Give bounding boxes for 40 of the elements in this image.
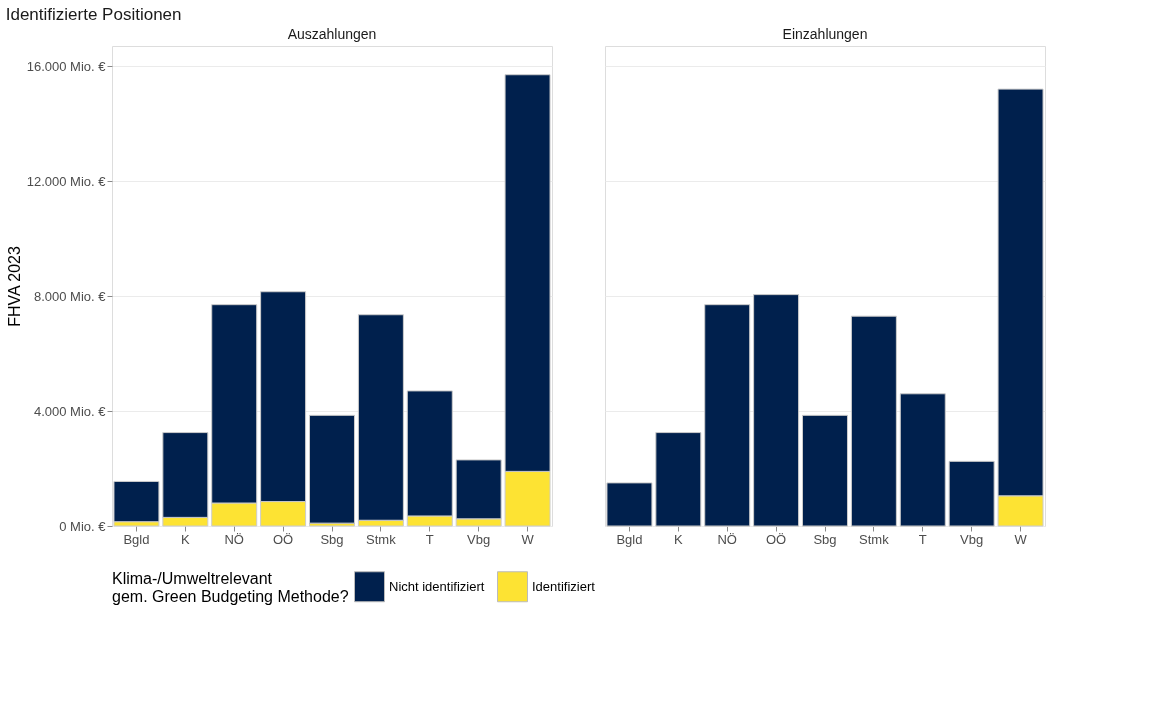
legend-label: Identifiziert: [532, 578, 596, 594]
x-tick-label: NÖ: [224, 531, 244, 547]
x-tick-label: Sbg: [320, 531, 344, 547]
x-tick-label: Sbg: [813, 531, 837, 547]
bar: [655, 432, 702, 527]
legend-title: Klima-/Umweltrelevant gem. Green Budgeting Methode?: [112, 570, 349, 605]
chart-subtitle: Auszahlungen: [287, 26, 377, 42]
x-tick-label: OÖ: [765, 531, 787, 547]
x-tick-label: Vbg: [467, 531, 491, 547]
y-axis-title: FHVA 2023: [5, 246, 23, 327]
bar: [802, 414, 848, 527]
y-tick-label: 8.000 Mio. €: [33, 288, 107, 304]
bar: [850, 315, 897, 527]
x-tick-label: K: [181, 531, 190, 547]
bar: [606, 482, 653, 527]
x-tick-label: NÖ: [717, 531, 737, 547]
y-tick-label: 4.000 Mio. €: [33, 403, 107, 419]
x-tick-label: Stmk: [366, 531, 397, 547]
x-tick-label: Stmk: [859, 531, 890, 547]
bar: [704, 304, 751, 527]
bar: [113, 480, 160, 523]
chart-subtitle: Einzahlungen: [782, 26, 868, 42]
x-tick-label: OÖ: [272, 531, 294, 547]
y-tick-label: 0 Mio. €: [59, 518, 107, 534]
y-tick-label: 16.000 Mio. €: [26, 58, 107, 74]
x-tick-label: T: [425, 531, 434, 547]
y-tick-label: 12.000 Mio. €: [26, 173, 107, 189]
bar: [309, 414, 355, 524]
legend-label: Nicht identifiziert: [389, 578, 485, 594]
x-tick-label: W: [521, 531, 535, 547]
x-tick-label: W: [1014, 531, 1028, 547]
x-tick-label: T: [918, 531, 927, 547]
x-tick-label: Vbg: [960, 531, 984, 547]
bar: [753, 294, 800, 527]
x-tick-label: Bgld: [123, 531, 150, 547]
x-tick-label: K: [674, 531, 683, 547]
chart-title: Identifizierte Positionen: [5, 4, 182, 24]
bar: [899, 393, 946, 527]
bar: [948, 460, 995, 527]
x-tick-label: Bgld: [616, 531, 643, 547]
